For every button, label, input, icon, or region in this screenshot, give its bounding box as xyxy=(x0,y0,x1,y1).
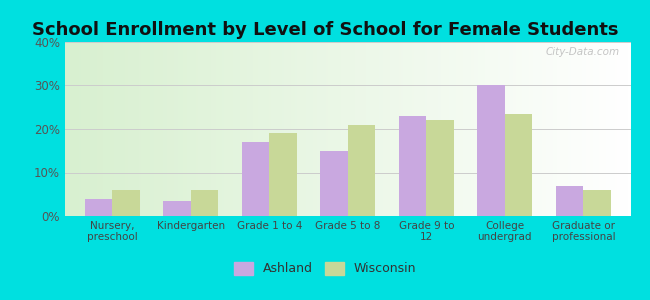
Bar xyxy=(112,190,140,216)
Legend: Ashland, Wisconsin: Ashland, Wisconsin xyxy=(227,256,422,282)
Bar xyxy=(84,199,112,216)
Bar xyxy=(348,124,375,216)
Bar xyxy=(163,201,190,216)
Bar xyxy=(190,190,218,216)
Bar xyxy=(556,185,584,216)
Bar xyxy=(399,116,426,216)
Text: School Enrollment by Level of School for Female Students: School Enrollment by Level of School for… xyxy=(32,21,618,39)
Bar xyxy=(584,190,611,216)
Bar xyxy=(242,142,269,216)
Bar xyxy=(477,85,505,216)
Bar xyxy=(426,120,454,216)
Bar xyxy=(320,151,348,216)
Bar xyxy=(269,133,296,216)
Text: City-Data.com: City-Data.com xyxy=(545,47,619,57)
Bar xyxy=(505,114,532,216)
